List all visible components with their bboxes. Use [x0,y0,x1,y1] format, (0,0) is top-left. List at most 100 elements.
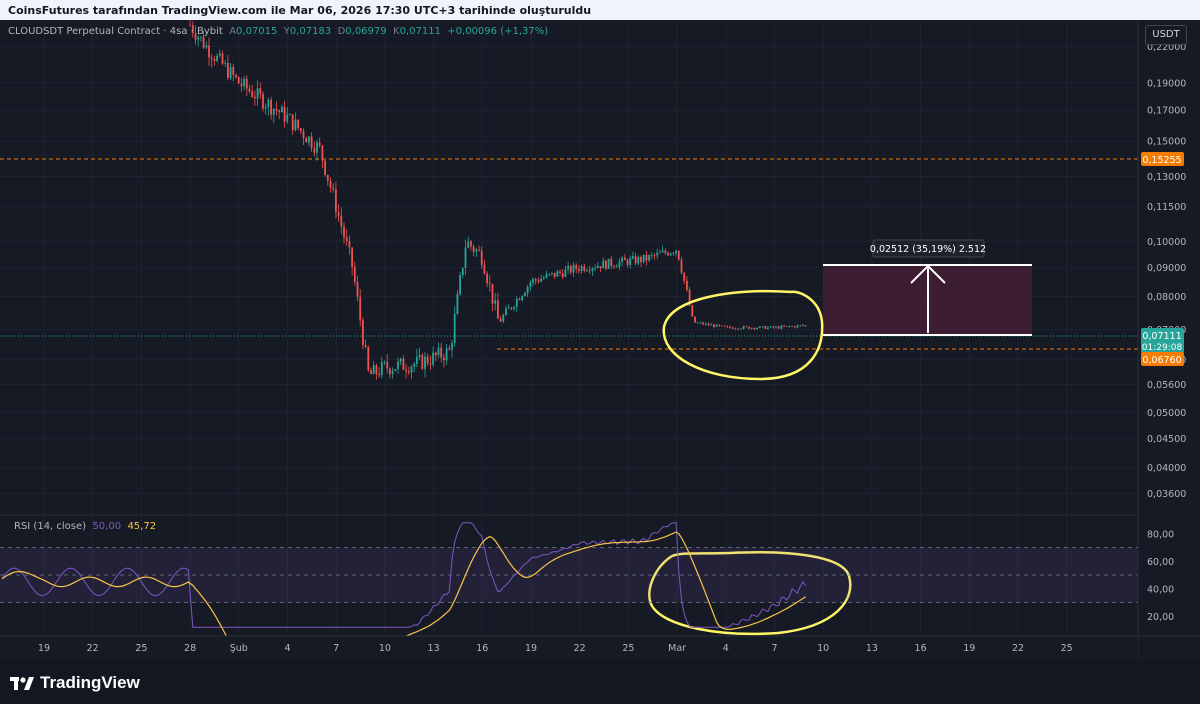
candle-124 [524,291,526,297]
time-tick-3: 28 [184,643,196,654]
rsi-axis[interactable]: 80,00 60,00 40,00 20,00 [1147,529,1174,623]
candle-133 [548,273,551,277]
candle-215 [769,326,772,328]
candle-198 [723,325,726,327]
time-tick-13: Mar [668,643,686,654]
price-tick-0: 0,22000 [1147,42,1186,53]
candle-204 [740,328,742,330]
candle-48 [318,137,321,148]
candle-110 [486,271,488,287]
time-tick-15: 7 [771,643,777,654]
price-tick-8: 0,08000 [1147,292,1186,303]
candle-224 [794,325,796,329]
svg-text:0,15255: 0,15255 [1142,155,1181,166]
candle-213 [764,325,767,330]
svg-text:0,06760: 0,06760 [1142,355,1181,366]
candle-81 [407,366,410,376]
price-tick-12: 0,05000 [1147,408,1186,419]
time-tick-20: 22 [1012,643,1024,654]
time-tick-12: 25 [622,643,634,654]
candle-143 [575,263,578,274]
candle-134 [551,272,553,276]
candle-83 [413,361,416,373]
rsi-pane[interactable] [0,514,1138,645]
price-label-0-06760: 0,06760 [1141,352,1184,366]
candle-158 [615,264,618,268]
candle-33 [278,109,281,120]
candle-42 [302,128,305,145]
open-label: A [229,26,237,37]
candle-107 [478,245,480,252]
open-value: 0,07015 [236,26,278,37]
candle-23 [251,84,254,99]
svg-text:01:29:08: 01:29:08 [1142,343,1183,353]
candle-34 [281,104,283,113]
time-tick-4: Şub [230,643,248,654]
candle-76 [394,368,397,372]
candle-39 [294,112,297,132]
candle-46 [313,141,316,157]
candle-35 [283,100,286,128]
candle-20 [243,76,245,90]
candle-201 [731,326,734,330]
candle-210 [756,327,758,331]
candle-8 [210,53,213,68]
candle-108 [480,246,483,269]
high-value: 0,07183 [289,26,332,37]
time-axis[interactable]: 19 22 25 28 Şub 4 7 10 13 16 19 22 25 Mar 4 7 10 13 16 19 22… [0,635,1200,660]
chart-area[interactable] [0,20,1200,660]
candle-6 [205,41,208,50]
candle-135 [553,272,556,279]
candle-207 [748,326,750,329]
candle-170 [648,254,650,263]
price-range-measure[interactable]: 0,02512 (35,19%) 2.512 [823,239,1032,336]
svg-text:0,07111: 0,07111 [1142,331,1181,342]
candle-3 [197,34,200,47]
low-value: 0,06979 [345,26,387,37]
candle-69 [375,363,378,380]
candle-159 [618,258,621,271]
candle-64 [362,316,364,350]
candle-11 [218,49,221,58]
candle-80 [405,363,407,379]
candle-131 [542,275,545,280]
candle-58 [345,229,348,246]
time-tick-17: 13 [866,643,878,654]
currency-button[interactable]: USDT [1145,25,1187,45]
candle-212 [761,326,764,328]
candle-192 [707,322,710,327]
price-tick-14: 0,04000 [1147,463,1186,474]
candle-221 [785,325,788,327]
footer-bar [0,660,1200,704]
candle-189 [699,321,702,324]
tradingview-brand[interactable]: TradingView [10,673,140,693]
candle-156 [610,256,613,270]
candle-200 [729,325,731,329]
time-tick-7: 10 [379,643,391,654]
candle-77 [397,357,399,374]
candle-163 [629,255,632,269]
candle-61 [353,261,356,286]
candle-96 [448,345,451,351]
candle-178 [669,252,672,256]
candle-62 [356,275,359,302]
candle-125 [526,285,529,298]
candle-157 [613,264,615,270]
measure-label-bg [872,239,985,258]
time-tick-11: 22 [574,643,586,654]
measure-label: 0,02512 (35,19%) 2.512 [870,244,986,255]
candle-121 [515,296,518,312]
candle-196 [718,324,721,327]
candle-206 [745,325,748,328]
candle-175 [661,245,664,254]
candle-86 [421,353,424,370]
candle-176 [664,248,667,255]
candle-93 [440,342,443,363]
candle-16 [232,63,235,82]
candle-1 [191,21,194,38]
candle-82 [410,364,413,380]
candle-182 [680,256,683,275]
candle-44 [308,135,310,146]
candle-87 [424,351,426,378]
